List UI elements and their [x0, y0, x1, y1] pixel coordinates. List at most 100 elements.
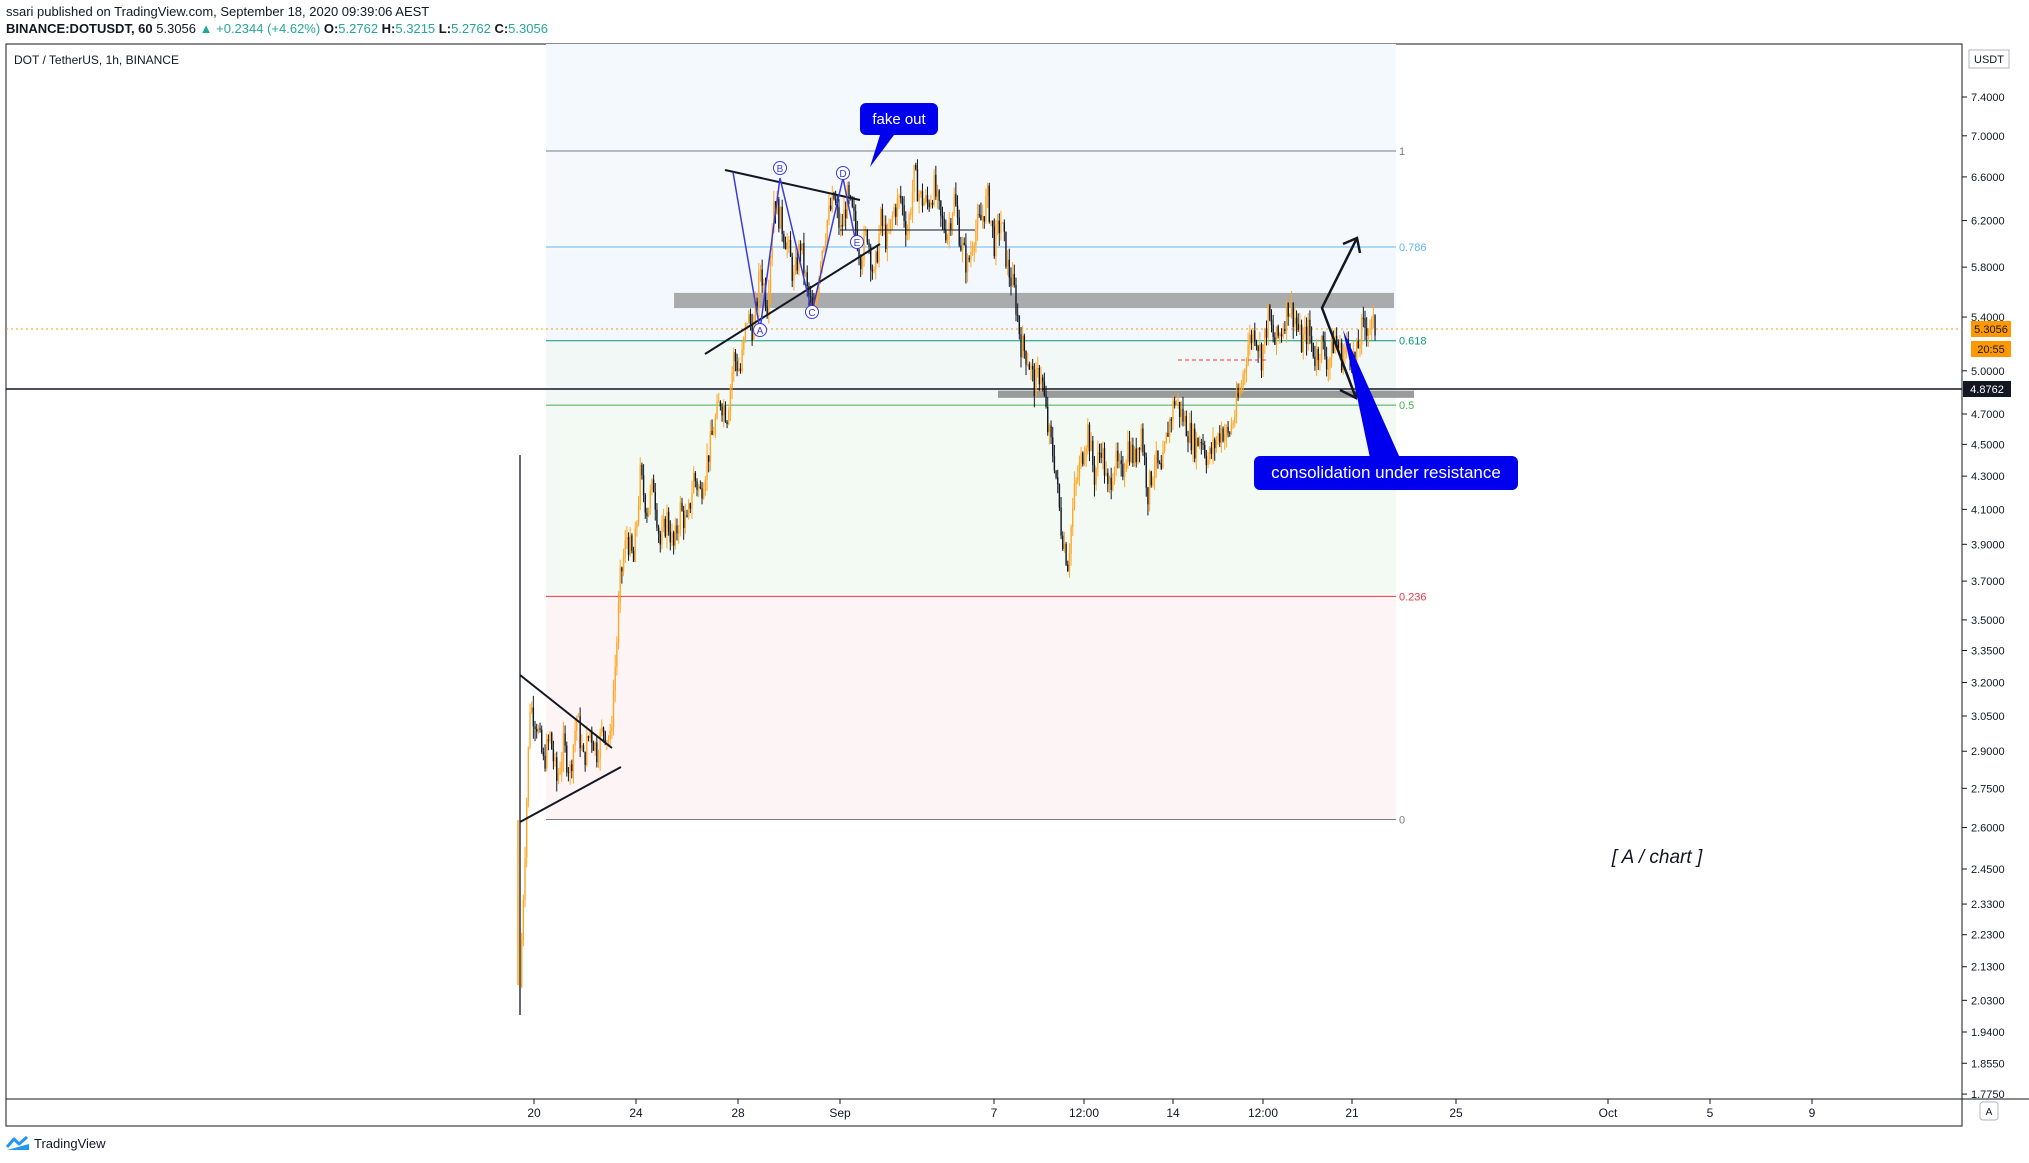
candle-body-50: [602, 727, 605, 732]
footer-brand[interactable]: TradingView: [6, 1135, 106, 1151]
candle-body-341: [1088, 424, 1091, 452]
wave-label-A: A: [757, 326, 764, 337]
candle-body-311: [1038, 368, 1041, 385]
candle-body-372: [1140, 428, 1142, 450]
candle-body-59: [617, 602, 620, 643]
candle-body-250: [936, 190, 939, 197]
candle-body-19: [551, 732, 553, 750]
top-triangle-lower-line: [704, 243, 881, 355]
candle-body-54: [609, 730, 611, 740]
candle-body-22: [556, 757, 558, 781]
candle-body-367: [1132, 444, 1134, 463]
y-tick-label-3: 6.2000: [1971, 216, 2005, 228]
candle-body-370: [1137, 447, 1139, 463]
y-tick-label-11: 3.9000: [1971, 539, 2005, 551]
candle-body-102: [689, 503, 692, 509]
candle-body-118: [716, 401, 718, 418]
candle-body-8: [532, 707, 535, 727]
candle-body-392: [1173, 401, 1176, 405]
candle-body-401: [1188, 422, 1191, 443]
candle-body-465: [1295, 317, 1298, 324]
candle-body-350: [1103, 448, 1106, 476]
candle-body-122: [723, 405, 725, 416]
candle-body-75: [644, 495, 646, 513]
candle-body-186: [829, 205, 832, 210]
candle-body-164: [793, 272, 795, 281]
candle-body-503: [1359, 344, 1361, 349]
candle-body-328: [1067, 564, 1069, 572]
candle-body-490: [1337, 341, 1339, 349]
candle-body-439: [1252, 330, 1254, 344]
candle-body-35: [577, 716, 580, 718]
candle-body-32: [572, 745, 575, 771]
y-tick-label-19: 2.6000: [1971, 822, 2005, 834]
candle-body-71: [637, 505, 640, 523]
candle-body-314: [1043, 381, 1046, 396]
candle-body-500: [1354, 351, 1356, 361]
candle-body-409: [1202, 443, 1204, 445]
candle-body-331: [1072, 507, 1074, 528]
candle-body-206: [863, 232, 865, 261]
candle-body-162: [789, 239, 792, 257]
candle-body-485: [1329, 357, 1331, 369]
candle-body-17: [547, 739, 550, 741]
candle-body-412: [1207, 459, 1209, 466]
candle-body-378: [1150, 471, 1152, 486]
candle-body-217: [881, 208, 884, 227]
candle-body-81: [654, 492, 656, 510]
candle-body-270: [970, 251, 972, 260]
candle-body-394: [1177, 401, 1179, 404]
candle-body-24: [559, 770, 561, 774]
candle-body-478: [1317, 349, 1319, 361]
candle-body-249: [935, 174, 937, 197]
y-tick-label-25: 1.9400: [1971, 1027, 2005, 1039]
candle-body-215: [878, 233, 880, 263]
candle-body-377: [1148, 471, 1151, 505]
auto-scale-button[interactable]: A: [1979, 1101, 1999, 1121]
candle-body-399: [1185, 416, 1188, 437]
candle-body-69: [634, 528, 636, 562]
candle-body-494: [1344, 347, 1346, 355]
candle-body-481: [1322, 335, 1324, 342]
candle-body-209: [868, 242, 870, 247]
candle-body-252: [940, 200, 942, 216]
candle-body-507: [1365, 328, 1368, 336]
candle-body-156: [779, 206, 782, 229]
candle-body-84: [659, 533, 661, 545]
candle-body-161: [788, 239, 790, 242]
candle-body-351: [1105, 472, 1107, 476]
candle-body-334: [1077, 477, 1079, 481]
candle-body-239: [918, 193, 920, 202]
candle-body-416: [1214, 439, 1216, 449]
candle-body-395: [1178, 401, 1181, 418]
candle-body-21: [554, 757, 556, 762]
candle-body-27: [564, 733, 566, 746]
y-tick-label-23: 2.1300: [1971, 962, 2005, 974]
candle-body-120: [719, 401, 722, 407]
candle-body-360: [1120, 460, 1122, 465]
candle-body-263: [958, 217, 960, 246]
y-tick-label-15: 3.2000: [1971, 677, 2005, 689]
candle-body-484: [1327, 368, 1329, 370]
candle-body-183: [824, 240, 827, 247]
candle-body-251: [938, 190, 940, 201]
candle-body-85: [661, 527, 663, 545]
candle-body-450: [1270, 319, 1273, 325]
candle-body-404: [1193, 428, 1196, 459]
fakeout-text: fake out: [872, 111, 926, 128]
candle-body-226: [896, 198, 899, 217]
candle-body-154: [776, 199, 778, 215]
candle-body-96: [679, 502, 682, 530]
wave-label-E: E: [854, 238, 861, 249]
candle-body-463: [1292, 302, 1294, 327]
candle-body-271: [971, 250, 974, 252]
high-value: 5.3215: [395, 21, 436, 36]
candle-body-65: [627, 536, 630, 555]
candle-body-212: [873, 268, 875, 272]
candle-body-191: [838, 207, 840, 228]
candle-body-298: [1016, 314, 1019, 317]
candle-body-230: [903, 204, 905, 221]
candle-body-322: [1057, 477, 1059, 485]
candle-body-115: [711, 430, 713, 435]
